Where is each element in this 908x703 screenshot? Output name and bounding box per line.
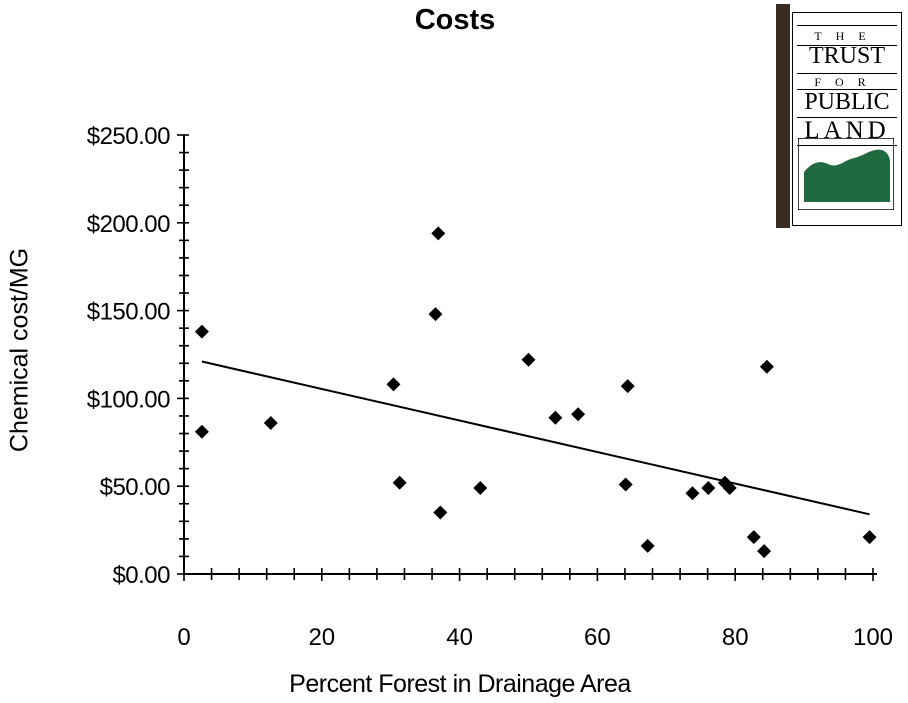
- data-point: [194, 324, 209, 339]
- logo-rule: [797, 145, 897, 146]
- y-tick-label: $200.00: [87, 211, 170, 238]
- logo-rule: [797, 89, 897, 90]
- data-point: [433, 505, 448, 520]
- data-point: [392, 475, 407, 490]
- x-axis-label: Percent Forest in Drainage Area: [289, 670, 631, 698]
- data-point: [571, 407, 586, 422]
- logo-rule: [797, 117, 897, 118]
- x-tick-label: 80: [722, 624, 749, 651]
- chart-tick-labels: $0.00 $50.00 $100.00 $150.00 $200.00 $250.00 0…: [87, 123, 893, 651]
- trust-for-public-land-logo: THE TRUST FOR PUBLIC LAND: [776, 4, 904, 228]
- data-point: [263, 415, 278, 430]
- logo-hills-icon: [798, 138, 894, 210]
- chart-points: [194, 226, 877, 559]
- logo-text-land: LAND: [804, 117, 890, 144]
- y-tick-label: $250.00: [87, 123, 170, 150]
- logo-rule: [797, 73, 897, 74]
- x-tick-label: 20: [308, 624, 335, 651]
- y-tick-label: $100.00: [87, 386, 170, 413]
- logo-text-for: FOR: [814, 75, 880, 89]
- logo-text-trust: TRUST: [808, 43, 885, 69]
- logo-text-the: THE: [814, 29, 880, 43]
- data-point: [757, 544, 772, 559]
- x-tick-label: 60: [584, 624, 611, 651]
- data-point: [685, 486, 700, 501]
- logo-box: THE TRUST FOR PUBLIC LAND: [792, 12, 902, 226]
- data-point: [701, 480, 716, 495]
- data-point: [428, 307, 443, 322]
- data-point: [618, 477, 633, 492]
- data-point: [640, 538, 655, 553]
- data-point: [386, 377, 401, 392]
- data-point: [759, 359, 774, 374]
- data-point: [473, 480, 488, 495]
- x-tick-label: 100: [853, 624, 893, 651]
- chart-trendline-group: [201, 360, 870, 516]
- trendline: [201, 360, 870, 516]
- data-point: [722, 480, 737, 495]
- chart-axes: [183, 135, 877, 575]
- data-point: [746, 530, 761, 545]
- y-axis-label: Chemical cost/MG: [5, 247, 34, 453]
- chart-title: Costs: [414, 4, 496, 36]
- logo-rule: [797, 45, 897, 46]
- x-tick-label: 40: [446, 624, 473, 651]
- data-point: [194, 424, 209, 439]
- data-point: [548, 410, 563, 425]
- data-point: [521, 352, 536, 367]
- x-tick-label: 0: [177, 624, 190, 651]
- y-tick-label: $50.00: [100, 474, 171, 501]
- logo-side-bar: [776, 4, 790, 228]
- y-tick-label: $150.00: [87, 299, 170, 326]
- logo-rule: [797, 25, 897, 26]
- y-tick-label: $0.00: [112, 562, 170, 589]
- data-point: [862, 530, 877, 545]
- data-point: [620, 379, 635, 394]
- data-point: [431, 226, 446, 241]
- chart-ticks: [177, 134, 874, 581]
- logo-text-public: PUBLIC: [804, 89, 890, 115]
